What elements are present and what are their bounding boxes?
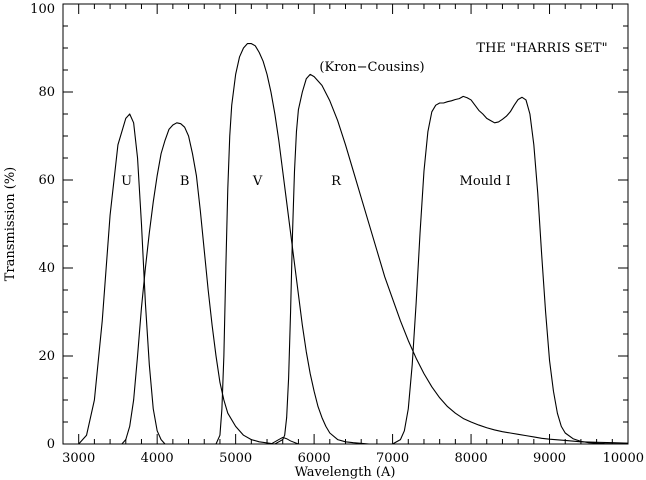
y-tick-label: 20 <box>38 349 55 364</box>
series-label-u: U <box>121 174 132 189</box>
x-tick-label: 10000 <box>603 451 644 466</box>
x-tick-label: 5000 <box>219 451 252 466</box>
curve-b <box>121 122 275 445</box>
curve-mould-i <box>392 95 629 445</box>
y-tick-label: 0 <box>47 437 55 452</box>
x-tick-label: 9000 <box>533 451 566 466</box>
curve-v <box>215 43 370 445</box>
x-tick-label: 6000 <box>298 451 331 466</box>
y-tick-label: 60 <box>38 173 55 188</box>
curve-v-red-leak <box>270 436 299 445</box>
curve-r <box>274 73 629 445</box>
series-label-v: V <box>252 174 263 189</box>
curve-u <box>78 113 166 445</box>
curves <box>78 43 629 445</box>
x-tick-label: 8000 <box>455 451 488 466</box>
tick-labels: 3000 4000 5000 6000 7000 8000 9000 10000 0 20 40 60… <box>30 2 644 466</box>
series-label-b: B <box>180 174 190 189</box>
y-tick-label: 40 <box>38 261 55 276</box>
x-axis-title: Wavelength (A) <box>295 465 396 480</box>
x-tick-label: 3000 <box>62 451 95 466</box>
x-tick-label: 4000 <box>141 451 174 466</box>
series-label-r: R <box>331 174 342 189</box>
series-labels: U B V R Mould I <box>121 174 511 189</box>
y-tick-label: 100 <box>30 2 55 17</box>
axis-ticks <box>62 3 629 445</box>
annotation-harris-set: THE "HARRIS SET" <box>476 41 607 56</box>
x-tick-label: 7000 <box>376 451 409 466</box>
y-tick-label: 80 <box>38 85 55 100</box>
y-axis-title: Transmission (%) <box>3 167 18 282</box>
annotation-kron-cousins: (Kron−Cousins) <box>319 60 424 75</box>
series-label-mould-i: Mould I <box>460 174 511 189</box>
